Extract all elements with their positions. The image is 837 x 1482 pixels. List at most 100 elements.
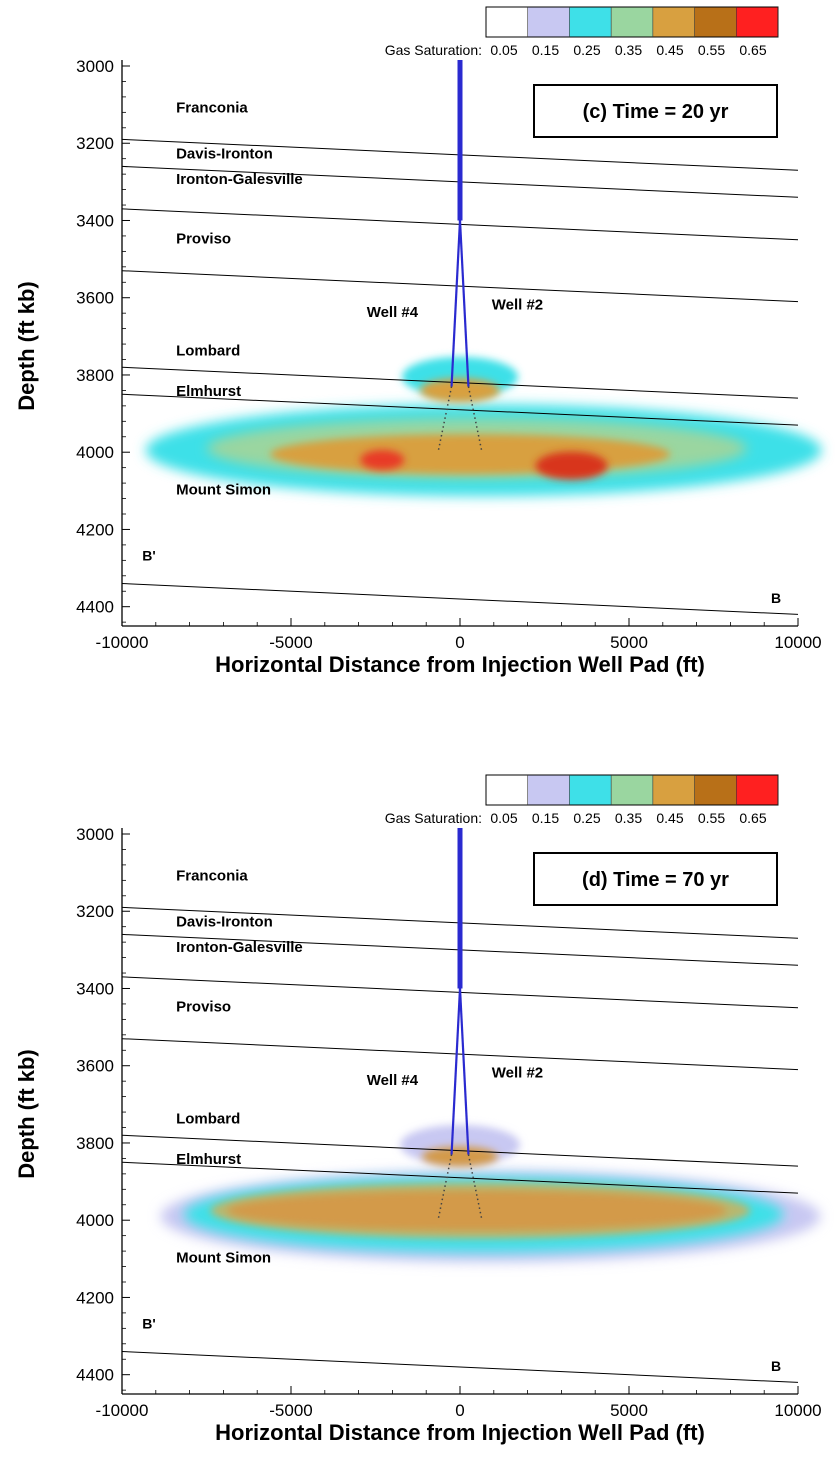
colorbar-swatch bbox=[569, 7, 612, 37]
x-tick-label: -5000 bbox=[269, 633, 312, 652]
y-tick-label: 3600 bbox=[76, 289, 114, 308]
layer-label: Franconia bbox=[176, 867, 248, 884]
boundary-line bbox=[121, 366, 799, 399]
colorbar: 0.05 0.15 0.25 0.35 0.45 0.55 0.65 Gas Saturati… bbox=[385, 6, 779, 58]
y-tick-label: 3800 bbox=[76, 1134, 114, 1153]
layer-label: Davis-Ironton bbox=[176, 914, 273, 931]
well-path bbox=[450, 988, 462, 1155]
colorbar-swatch bbox=[611, 7, 653, 37]
boundary-line bbox=[121, 1351, 799, 1383]
colorbar-swatch bbox=[736, 775, 778, 805]
colorbar-tick-label: 0.25 bbox=[573, 42, 600, 58]
well-label: Well #4 bbox=[367, 1072, 419, 1089]
plume-hotspot-east bbox=[535, 451, 608, 480]
axes: 3000 3200 3400 3600 3800 4000 4200 4400 -10000 -5… bbox=[76, 57, 821, 652]
time-annotation-text: (c) Time = 20 yr bbox=[583, 101, 729, 123]
wells: Well #4 Well #2 bbox=[367, 60, 543, 453]
x-tick-label: -5000 bbox=[269, 1401, 312, 1420]
y-tick-label: 3400 bbox=[76, 211, 114, 230]
colorbar-tick-label: 0.65 bbox=[739, 42, 766, 58]
plume bbox=[145, 356, 822, 497]
well-label: Well #4 bbox=[367, 304, 419, 321]
boundary-line bbox=[121, 583, 799, 615]
boundary-line bbox=[121, 270, 799, 303]
panel-lower: Well #4 Well #2 Franconia Davis-Ironton Iron… bbox=[14, 774, 822, 1445]
colorbar-tick-label: 0.65 bbox=[739, 810, 766, 826]
colorbar-swatch bbox=[694, 7, 737, 37]
y-tick-label: 4200 bbox=[76, 520, 114, 539]
colorbar-swatch bbox=[652, 7, 695, 37]
time-annotation: (c) Time = 20 yr bbox=[533, 84, 778, 138]
layer-label: Proviso bbox=[176, 231, 231, 248]
axes: 3000 3200 3400 3600 3800 4000 4200 4400 -10000 -5… bbox=[76, 825, 821, 1420]
well-path bbox=[458, 988, 470, 1155]
y-tick-label: 3200 bbox=[76, 902, 114, 921]
well-path bbox=[450, 220, 462, 387]
layer-label: Elmhurst bbox=[176, 1151, 241, 1168]
x-tick-label: 10000 bbox=[774, 633, 821, 652]
layer-labels: Franconia Davis-Ironton Ironton-Galesville… bbox=[176, 99, 303, 498]
plume bbox=[160, 1124, 821, 1263]
section-end-label: B bbox=[771, 590, 781, 606]
boundary-line bbox=[121, 1038, 799, 1071]
y-tick-label: 3800 bbox=[76, 366, 114, 385]
time-annotation-box bbox=[533, 852, 778, 906]
boundary-line bbox=[121, 1134, 799, 1167]
colorbar-tick-label: 0.45 bbox=[656, 42, 683, 58]
colorbar-swatch bbox=[611, 775, 653, 805]
plume-inner bbox=[226, 1190, 727, 1231]
colorbar-tick-label: 0.05 bbox=[490, 42, 517, 58]
colorbar-tick-label: 0.35 bbox=[615, 810, 642, 826]
x-tick-label: 0 bbox=[455, 1401, 464, 1420]
plume-upper-inner bbox=[420, 378, 500, 403]
well-label: Well #2 bbox=[492, 296, 543, 313]
x-tick-label: 0 bbox=[455, 633, 464, 652]
layer-label: Lombard bbox=[176, 1111, 240, 1128]
boundary-line bbox=[121, 393, 799, 426]
boundary-line bbox=[121, 1161, 799, 1194]
time-annotation-box bbox=[533, 84, 778, 138]
layer-label: Elmhurst bbox=[176, 383, 241, 400]
colorbar-tick-label: 0.25 bbox=[573, 810, 600, 826]
colorbar-title: Gas Saturation: bbox=[385, 42, 482, 58]
colorbar-swatch bbox=[569, 775, 612, 805]
well-path bbox=[458, 220, 470, 387]
y-tick-label: 4000 bbox=[76, 1211, 114, 1230]
colorbar-swatch bbox=[486, 775, 528, 805]
y-tick-label: 4400 bbox=[76, 1366, 114, 1385]
y-tick-label: 3200 bbox=[76, 134, 114, 153]
layer-label: Proviso bbox=[176, 999, 231, 1016]
colorbar-swatch bbox=[527, 775, 570, 805]
layer-label: Davis-Ironton bbox=[176, 146, 273, 163]
colorbar-tick-label: 0.15 bbox=[532, 42, 559, 58]
layer-label: Mount Simon bbox=[176, 482, 271, 499]
colorbar-swatch bbox=[736, 7, 778, 37]
x-tick-label: 10000 bbox=[774, 1401, 821, 1420]
y-tick-label: 3000 bbox=[76, 825, 114, 844]
colorbar: 0.05 0.15 0.25 0.35 0.45 0.55 0.65 Gas Saturati… bbox=[385, 774, 779, 826]
layer-labels: Franconia Davis-Ironton Ironton-Galesville… bbox=[176, 867, 303, 1266]
colorbar-tick-label: 0.55 bbox=[698, 810, 725, 826]
x-tick-label: 5000 bbox=[610, 633, 648, 652]
colorbar-tick-label: 0.55 bbox=[698, 42, 725, 58]
plume-inner bbox=[270, 434, 671, 475]
colorbar-tick-label: 0.05 bbox=[490, 810, 517, 826]
layer-label: Mount Simon bbox=[176, 1250, 271, 1267]
x-axis-title: Horizontal Distance from Injection Well … bbox=[215, 1420, 705, 1445]
layer-label: Ironton-Galesville bbox=[176, 171, 303, 188]
panel-upper: Well #4 Well #2 Franconia Davis-Ironton Iron… bbox=[14, 6, 822, 677]
wells: Well #4 Well #2 bbox=[367, 828, 543, 1221]
time-annotation-text: (d) Time = 70 yr bbox=[582, 869, 729, 891]
well-label: Well #2 bbox=[492, 1064, 543, 1081]
y-tick-label: 3000 bbox=[76, 57, 114, 76]
colorbar-swatch bbox=[652, 775, 695, 805]
colorbar-title: Gas Saturation: bbox=[385, 810, 482, 826]
colorbar-tick-label: 0.45 bbox=[656, 810, 683, 826]
y-tick-label: 4000 bbox=[76, 443, 114, 462]
colorbar-swatch bbox=[527, 7, 570, 37]
y-tick-label: 3400 bbox=[76, 979, 114, 998]
y-tick-label: 3600 bbox=[76, 1057, 114, 1076]
y-axis-title: Depth (ft kb) bbox=[14, 281, 39, 411]
section-end-label: B' bbox=[142, 547, 155, 563]
